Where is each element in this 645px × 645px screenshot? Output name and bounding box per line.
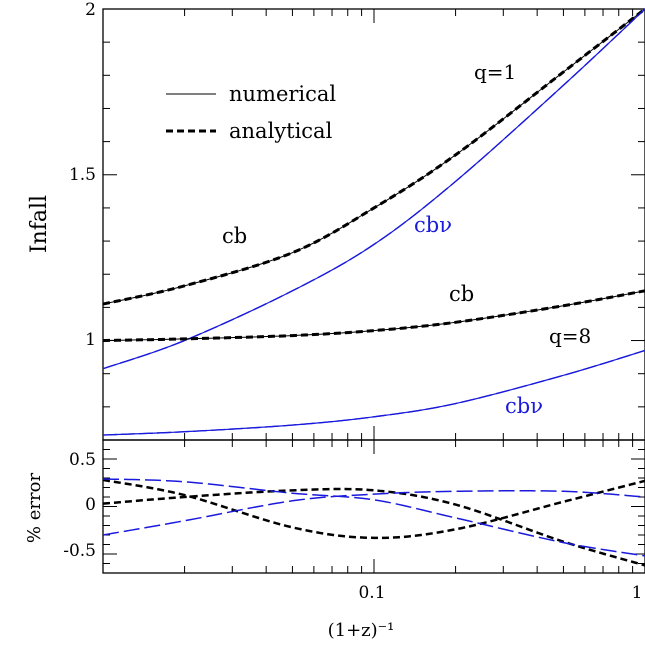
series-error-q8-cbnu (102, 489, 645, 536)
y-tick-label-0.5: 0.5 (69, 450, 96, 470)
annotation-cbnu-q8: cbν (505, 394, 543, 418)
y-tick-label-0: 0 (85, 495, 96, 515)
x-axis-label: (1+z)⁻¹ (328, 620, 395, 641)
annotation-cb-q1: cb (222, 224, 247, 248)
bottom-panel-frame (102, 439, 645, 574)
top-panel-series (102, 7, 645, 436)
x-tick-label-0.1: 0.1 (358, 583, 385, 603)
series-analytical-q1-cb (102, 7, 645, 306)
series-analytical-q8-cb (102, 289, 645, 343)
bottom-panel-series (102, 478, 645, 567)
x-tick-label-1: 1 (632, 583, 643, 603)
series-error-q8-cb (102, 487, 645, 567)
series-analytical-q8-cbnu (102, 349, 645, 436)
series-analytical-q1-cbnu (102, 8, 645, 370)
series-numerical-q1-cb (102, 8, 645, 305)
series-error-q1-cbnu (102, 478, 645, 557)
annotation-q8: q=8 (549, 324, 591, 348)
y-tick-label-1.5: 1.5 (69, 165, 96, 185)
y-tick-label-neg0.5: -0.5 (63, 541, 96, 561)
annotation-cbnu-q1: cbν (414, 213, 452, 237)
legend-label-numerical: numerical (229, 82, 336, 106)
y-axis-label-infall: Infall (27, 195, 52, 253)
series-numerical-q1-cbnu (102, 8, 645, 370)
y-axis-label-error: % error (24, 473, 45, 544)
y-tick-label-1: 1 (85, 330, 96, 350)
series-error-q1-cb (102, 478, 645, 540)
y-tick-label-2: 2 (85, 0, 96, 20)
series-numerical-q8-cbnu (102, 349, 645, 436)
annotation-cb-q8: cb (449, 282, 474, 306)
annotation-q1: q=1 (474, 60, 516, 84)
legend-label-analytical: analytical (229, 119, 333, 143)
